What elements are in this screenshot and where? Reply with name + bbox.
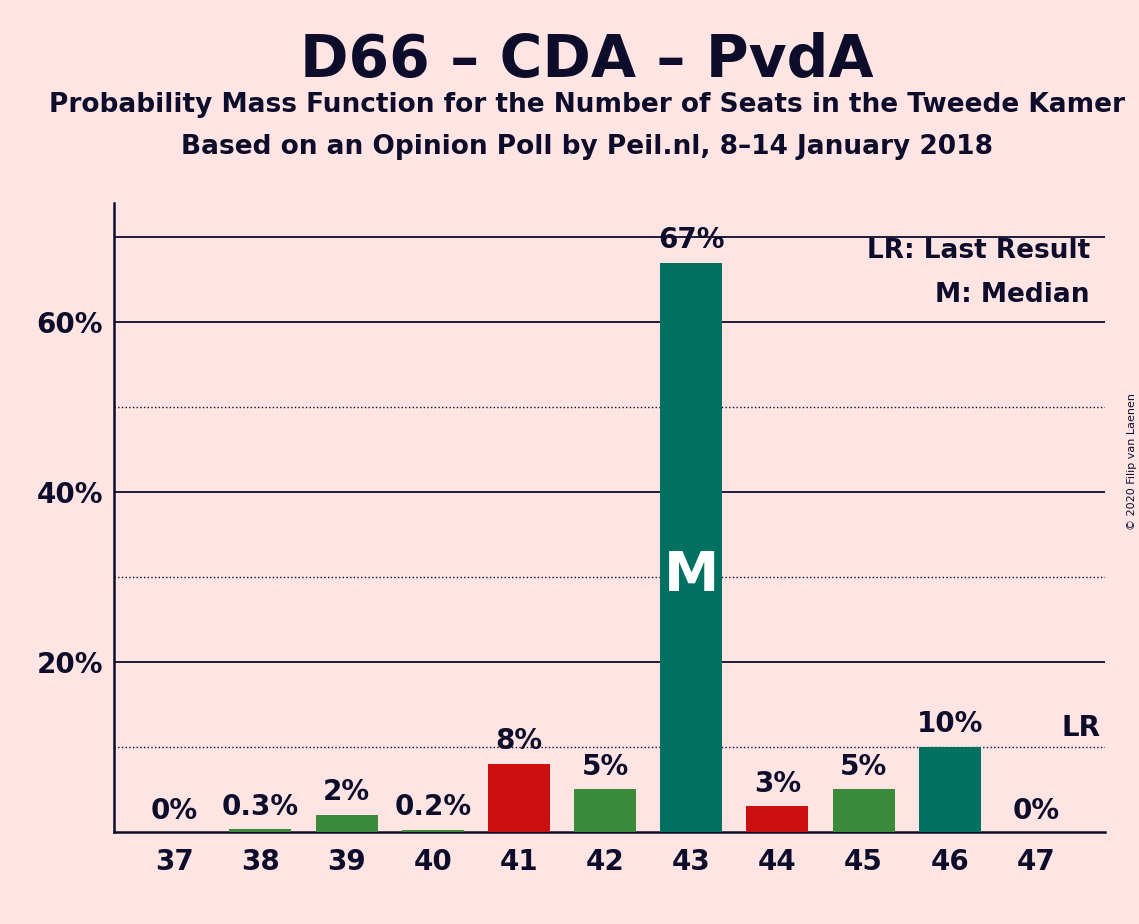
Text: D66 – CDA – PvdA: D66 – CDA – PvdA [300,32,874,90]
Text: 3%: 3% [754,770,801,797]
Bar [661,262,722,832]
Bar [746,806,809,832]
Bar [833,789,894,832]
Bar [402,830,464,832]
Text: 0.2%: 0.2% [394,794,472,821]
Bar [574,789,636,832]
Text: Probability Mass Function for the Number of Seats in the Tweede Kamer: Probability Mass Function for the Number… [49,92,1124,118]
Text: 67%: 67% [658,226,724,254]
Text: 0.3%: 0.3% [222,793,298,821]
Bar [229,829,292,832]
Text: 0%: 0% [150,796,198,825]
Text: M: M [664,549,719,602]
Text: M: Median: M: Median [935,282,1090,308]
Text: LR: LR [1062,714,1100,743]
Text: 5%: 5% [839,753,887,781]
Text: 0%: 0% [1013,796,1059,825]
Text: 10%: 10% [917,711,983,738]
Text: 8%: 8% [495,727,542,755]
Text: 2%: 2% [323,778,370,806]
Text: LR: Last Result: LR: Last Result [867,237,1090,264]
Text: 5%: 5% [581,753,629,781]
Bar [487,763,550,832]
Bar [316,815,377,832]
Text: Based on an Opinion Poll by Peil.nl, 8–14 January 2018: Based on an Opinion Poll by Peil.nl, 8–1… [181,134,992,160]
Text: © 2020 Filip van Laenen: © 2020 Filip van Laenen [1126,394,1137,530]
Bar [919,747,981,832]
